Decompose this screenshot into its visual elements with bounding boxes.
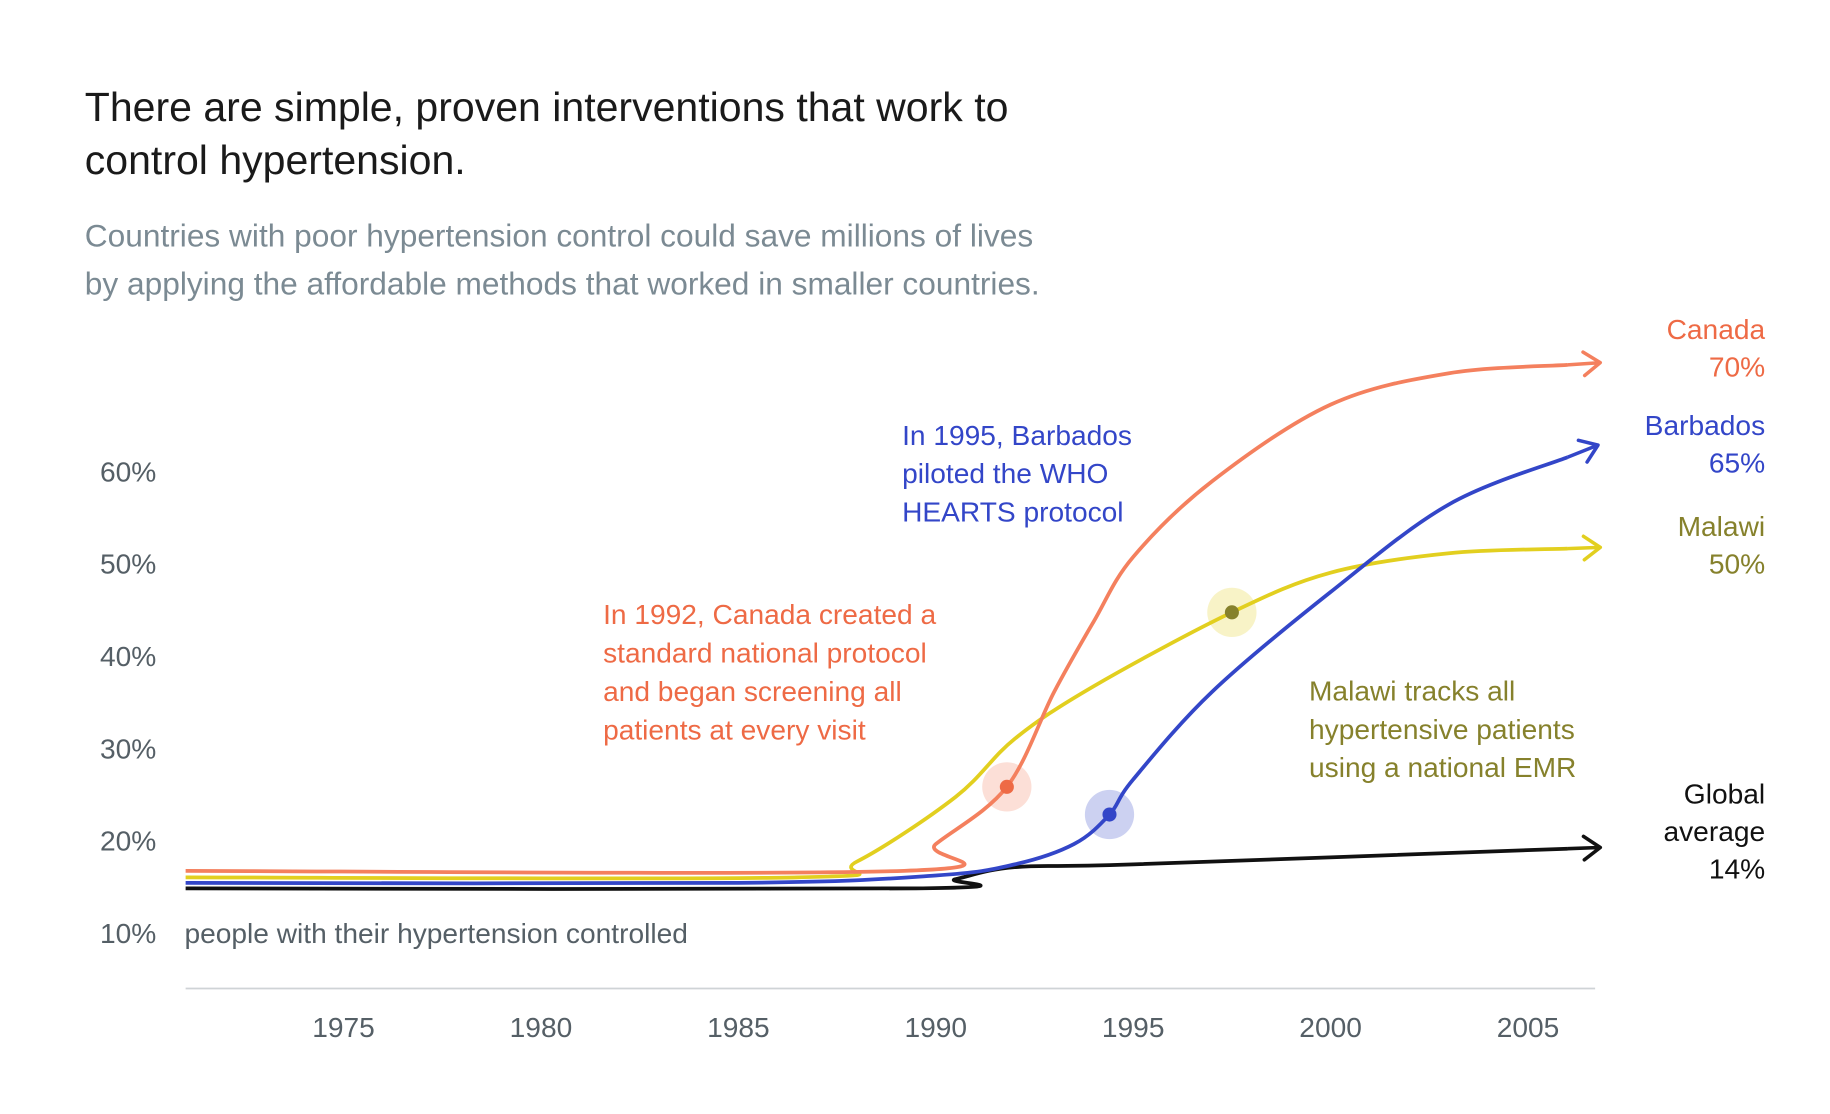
end-value-label: 50%	[1708, 548, 1766, 581]
annotation: and began screening all	[603, 676, 902, 707]
y-axis-label: people with their hypertension controlle…	[184, 918, 687, 949]
annotation: Malawi tracks all	[1309, 675, 1515, 706]
series-name: Malawi	[1677, 511, 1766, 543]
x-tick-label: 2000	[1299, 1012, 1362, 1043]
y-tick-label: 10%	[100, 918, 156, 949]
x-tick-label: 1985	[707, 1012, 770, 1043]
series-name: Barbados	[1644, 410, 1766, 443]
x-tick-label: 1990	[904, 1012, 967, 1043]
x-tick-label: 1980	[510, 1012, 573, 1043]
end-label: Canada 70%	[1578, 312, 1766, 387]
end-value-label: 65%	[1708, 447, 1766, 480]
annotation: In 1992, Canada created a	[603, 599, 936, 630]
y-tick-label: 20%	[100, 826, 156, 857]
marker-dot	[1102, 807, 1117, 822]
marker-dot	[999, 779, 1014, 794]
annotation: using a national EMR	[1309, 752, 1576, 783]
chart-title: control hypertension.	[85, 137, 466, 183]
series-name: Canada	[1666, 314, 1766, 346]
annotation: HEARTS protocol	[902, 497, 1123, 528]
y-tick-label: 60%	[100, 456, 156, 487]
end-label: Barbados 65%	[1578, 408, 1766, 483]
annotation: hypertensive patients	[1309, 714, 1575, 745]
end-label: Malawi 50%	[1578, 509, 1766, 584]
annotation: standard national protocol	[603, 638, 927, 669]
annotation: In 1995, Barbados	[902, 420, 1132, 451]
end-label-box: Malawi 50%	[1578, 509, 1766, 584]
y-tick-label: 50%	[100, 549, 156, 580]
series-line	[185, 457, 1568, 886]
series-line	[185, 365, 1568, 875]
end-value-label: 70%	[1708, 351, 1766, 384]
series-name: Global average	[1663, 778, 1766, 848]
annotation: piloted the WHO	[902, 458, 1108, 489]
x-tick-label: 1995	[1102, 1012, 1165, 1043]
end-value-label: 14%	[1708, 853, 1766, 886]
series-line	[185, 549, 1568, 881]
series-line	[185, 849, 1568, 891]
x-tick-label: 1975	[312, 1012, 375, 1043]
chart-subtitle: by applying the affordable methods that …	[85, 265, 1040, 301]
chart-subtitle: Countries with poor hypertension control…	[85, 217, 1033, 253]
annotation: patients at every visit	[603, 714, 866, 745]
marker-dot	[1224, 605, 1239, 620]
end-label-box: Canada 70%	[1578, 312, 1766, 387]
y-tick-label: 40%	[100, 641, 156, 672]
chart-title: There are simple, proven interventions t…	[85, 84, 1009, 130]
y-tick-label: 30%	[100, 733, 156, 764]
x-tick-label: 2005	[1497, 1012, 1560, 1043]
end-label: Global average 14%	[1636, 776, 1765, 889]
end-label-box: Barbados 65%	[1578, 408, 1766, 483]
end-label-box: Global average 14%	[1636, 776, 1765, 889]
